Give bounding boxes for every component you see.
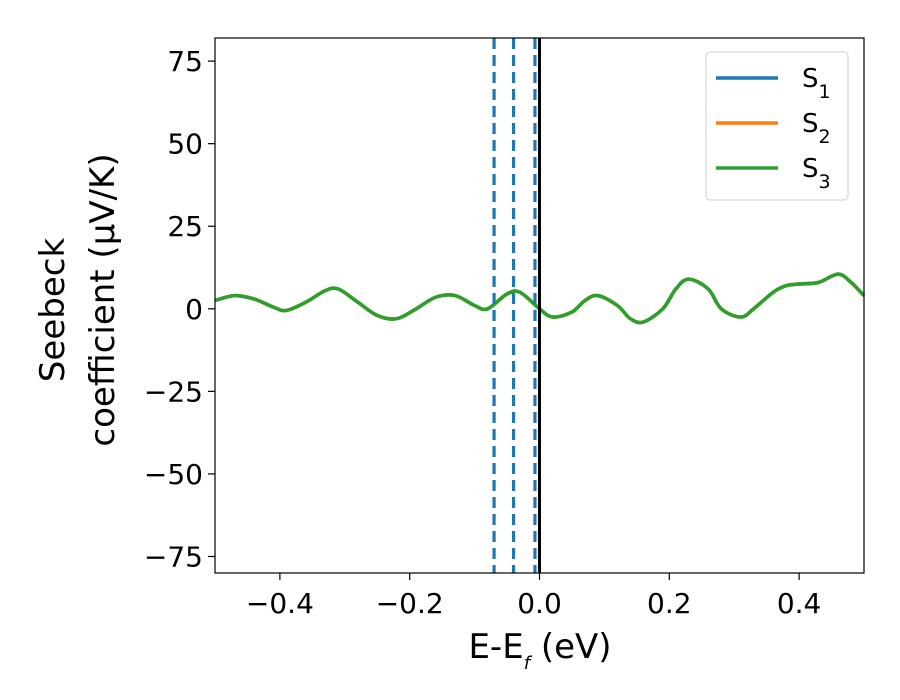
x-axis: −0.4 −0.2 0.0 0.2 0.4 bbox=[246, 573, 821, 620]
y-tick-label: 25 bbox=[167, 210, 203, 243]
x-tick-label: 0.2 bbox=[647, 587, 692, 620]
y-tick-label: 0 bbox=[185, 293, 203, 326]
y-axis-label: Seebeck coefficient (μV/K) bbox=[33, 153, 123, 446]
legend-box bbox=[705, 51, 849, 201]
x-axis-label-main: E-E bbox=[468, 627, 523, 667]
legend-label-2: S2 bbox=[802, 109, 831, 148]
x-axis-label: E-Ef (eV) bbox=[468, 627, 611, 674]
y-axis: −75 −50 −25 0 25 50 75 bbox=[144, 45, 215, 573]
y-tick-label: −50 bbox=[144, 458, 203, 491]
reference-lines bbox=[492, 38, 541, 573]
x-tick-label: −0.2 bbox=[376, 587, 444, 620]
series-line-3 bbox=[214, 272, 866, 325]
x-tick-label: 0.0 bbox=[517, 587, 562, 620]
legend-label-3: S3 bbox=[802, 154, 831, 193]
x-axis-label-suffix: (eV) bbox=[530, 627, 612, 667]
y-tick-label: 50 bbox=[167, 128, 203, 161]
legend: S1 S2 S3 bbox=[705, 51, 849, 201]
x-tick-label: −0.4 bbox=[246, 587, 314, 620]
y-axis-label-line1: Seebeck bbox=[33, 238, 73, 383]
x-axis-label-sub: f bbox=[524, 653, 533, 674]
legend-label-1: S1 bbox=[802, 64, 831, 103]
y-tick-label: −75 bbox=[144, 540, 203, 573]
x-tick-label: 0.4 bbox=[777, 587, 822, 620]
y-tick-label: 75 bbox=[167, 45, 203, 78]
y-tick-label: −25 bbox=[144, 375, 203, 408]
y-axis-label-line2: coefficient (μV/K) bbox=[83, 153, 123, 446]
data-lines bbox=[214, 272, 866, 325]
